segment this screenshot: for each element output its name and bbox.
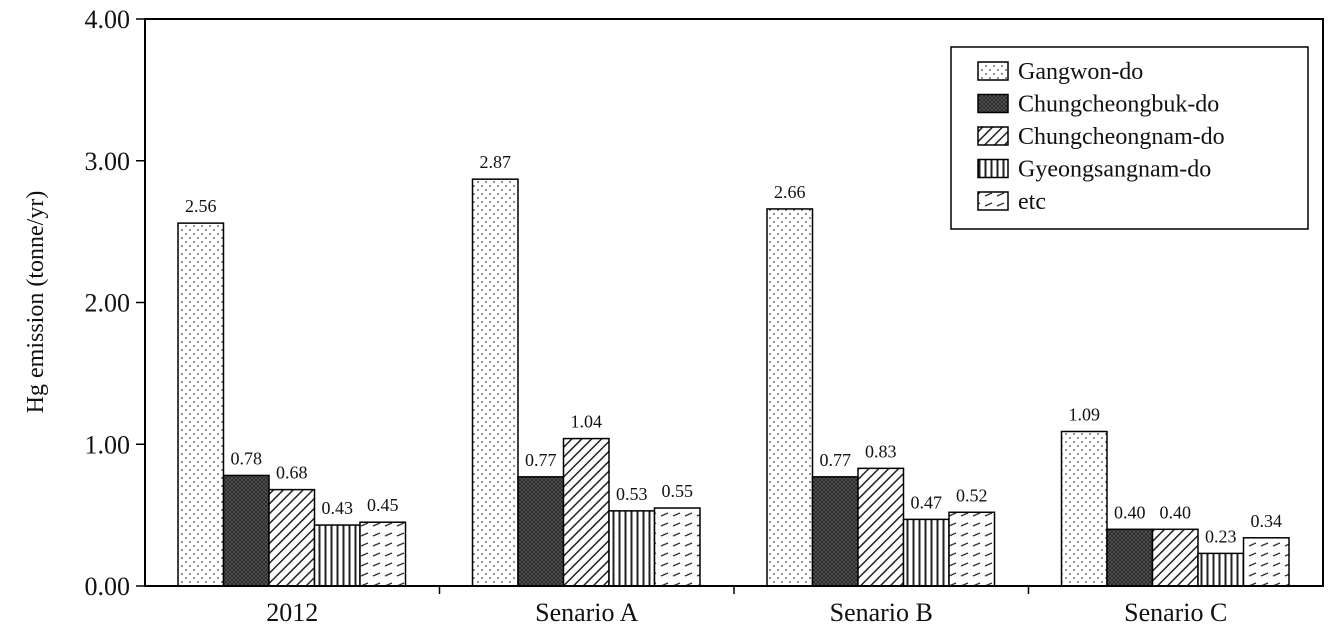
bar-dashes [653,507,701,587]
bar-dots [177,222,225,587]
bar-vertical [608,510,656,587]
bar-dashes [359,521,407,587]
bar-diagonal [857,467,905,587]
legend-label: Gangwon-do [1018,59,1143,85]
x-category-label: 2012 [266,598,318,627]
bar-dots [1060,430,1108,587]
x-category-label: Senario C [1124,598,1227,627]
bar-value-label: 0.47 [911,492,943,512]
bar-dots [766,208,814,587]
bar-dark-cross [1106,528,1154,587]
bar-value-label: 0.55 [662,481,694,501]
y-tick-label: 1.00 [85,430,131,459]
bar-diagonal [268,488,316,587]
legend-swatch [977,158,1009,179]
bars [177,178,1290,587]
bar-value-label: 1.09 [1069,404,1101,424]
bar-value-label: 0.40 [1160,502,1192,522]
legend-label: Gyeongsangnam-do [1018,157,1211,183]
y-tick-label: 4.00 [85,5,131,34]
bar-diagonal [1151,528,1199,587]
data-labels: 2.56 0.78 0.68 0.43 0.45 2.87 0.77 1.04 0.53 0.55… [185,152,1282,546]
plot-area-frame [144,18,1324,587]
bar-value-label: 0.78 [231,448,263,468]
legend: Gangwon-do Chungcheongbuk-do Chungcheongna… [950,46,1309,230]
bar-dark-cross [517,476,565,587]
legend-swatch [977,126,1009,146]
bar-value-label: 0.43 [322,498,354,518]
legend-label: Chungcheongbuk-do [1018,92,1219,118]
y-tick-label: 3.00 [85,147,131,176]
bar-vertical [1197,552,1245,587]
bar-value-label: 2.87 [480,152,512,172]
bar-value-label: 0.23 [1205,526,1237,546]
bar-value-label: 1.04 [571,412,603,432]
x-category-label: Senario B [830,598,933,627]
bar-value-label: 0.68 [276,463,308,483]
bar-value-label: 2.66 [774,182,806,202]
bar-value-label: 0.77 [525,450,557,470]
bar-value-label: 2.56 [185,196,217,216]
bar-dashes [1242,537,1290,587]
legend-swatch [977,191,1009,211]
bar-vertical [313,524,361,587]
x-category-label: Senario A [535,598,638,627]
legend-label: etc [1018,189,1046,215]
bar-value-label: 0.34 [1251,511,1283,531]
y-axis-title: Hg emission (tonne/yr) [23,191,49,414]
bar-value-label: 0.52 [956,485,988,505]
bar-dashes [948,511,996,587]
legend-box [950,46,1309,230]
y-tick-label: 2.00 [85,289,131,318]
bar-dark-cross [222,474,270,587]
bar-vertical [902,518,950,587]
bar-value-label: 0.53 [616,484,648,504]
bar-value-label: 0.45 [367,495,399,515]
y-axis: 0.00 1.00 2.00 3.00 4.00 [85,5,145,601]
bar-dots [471,178,519,587]
legend-swatch [977,61,1009,81]
bar-value-label: 0.40 [1114,502,1146,522]
bar-diagonal [562,437,610,587]
y-tick-label: 0.00 [85,572,131,601]
x-axis: 2012 Senario A Senario B Senario C [266,586,1227,627]
bar-value-label: 0.83 [865,441,897,461]
bar-value-label: 0.77 [820,450,852,470]
bar-dark-cross [811,476,859,587]
legend-swatch [977,93,1009,114]
legend-label: Chungcheongnam-do [1018,124,1225,150]
